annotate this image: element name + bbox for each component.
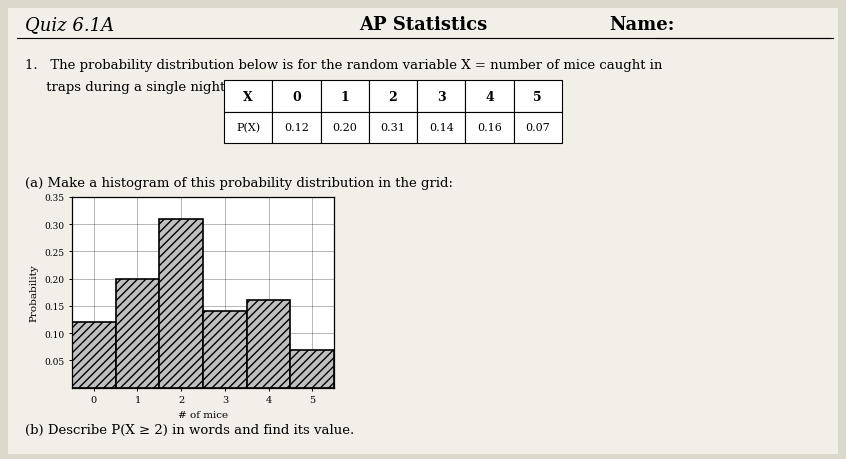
FancyBboxPatch shape: [465, 81, 514, 112]
FancyBboxPatch shape: [272, 112, 321, 144]
Bar: [159, 219, 203, 388]
FancyBboxPatch shape: [369, 81, 417, 112]
Text: 4: 4: [485, 90, 494, 103]
Y-axis label: Probability: Probability: [30, 264, 38, 321]
FancyBboxPatch shape: [224, 81, 272, 112]
Text: 2: 2: [388, 90, 398, 103]
FancyBboxPatch shape: [8, 9, 838, 454]
Text: P(X): P(X): [236, 123, 261, 133]
Text: Name:: Name:: [609, 16, 674, 34]
Text: 0.07: 0.07: [525, 123, 550, 133]
FancyBboxPatch shape: [272, 81, 321, 112]
Text: 3: 3: [437, 90, 446, 103]
Bar: [203, 312, 247, 388]
Text: 1: 1: [340, 90, 349, 103]
Text: 0.20: 0.20: [332, 123, 357, 133]
Bar: [72, 323, 116, 388]
Text: 0.12: 0.12: [284, 123, 309, 133]
Text: traps during a single night in small apartment building.: traps during a single night in small apa…: [25, 81, 420, 94]
Text: 5: 5: [533, 90, 542, 103]
Text: 0.14: 0.14: [429, 123, 453, 133]
FancyBboxPatch shape: [465, 112, 514, 144]
FancyBboxPatch shape: [514, 81, 562, 112]
Text: X: X: [244, 90, 253, 103]
Bar: [247, 301, 290, 388]
Bar: [290, 350, 334, 388]
FancyBboxPatch shape: [514, 112, 562, 144]
Text: 0: 0: [292, 90, 301, 103]
Bar: [116, 279, 159, 388]
FancyBboxPatch shape: [224, 112, 272, 144]
Text: (b) Describe P(X ≥ 2) in words and find its value.: (b) Describe P(X ≥ 2) in words and find …: [25, 423, 354, 436]
FancyBboxPatch shape: [417, 81, 465, 112]
FancyBboxPatch shape: [321, 112, 369, 144]
Text: 0.31: 0.31: [381, 123, 405, 133]
FancyBboxPatch shape: [417, 112, 465, 144]
FancyBboxPatch shape: [369, 112, 417, 144]
Text: (a) Make a histogram of this probability distribution in the grid:: (a) Make a histogram of this probability…: [25, 177, 453, 190]
Text: 0.16: 0.16: [477, 123, 502, 133]
FancyBboxPatch shape: [321, 81, 369, 112]
Text: 1.   The probability distribution below is for the random variable X = number of: 1. The probability distribution below is…: [25, 59, 662, 72]
Text: Quiz 6.1A: Quiz 6.1A: [25, 16, 114, 34]
Text: AP Statistics: AP Statistics: [359, 16, 487, 34]
X-axis label: # of mice: # of mice: [178, 410, 228, 419]
